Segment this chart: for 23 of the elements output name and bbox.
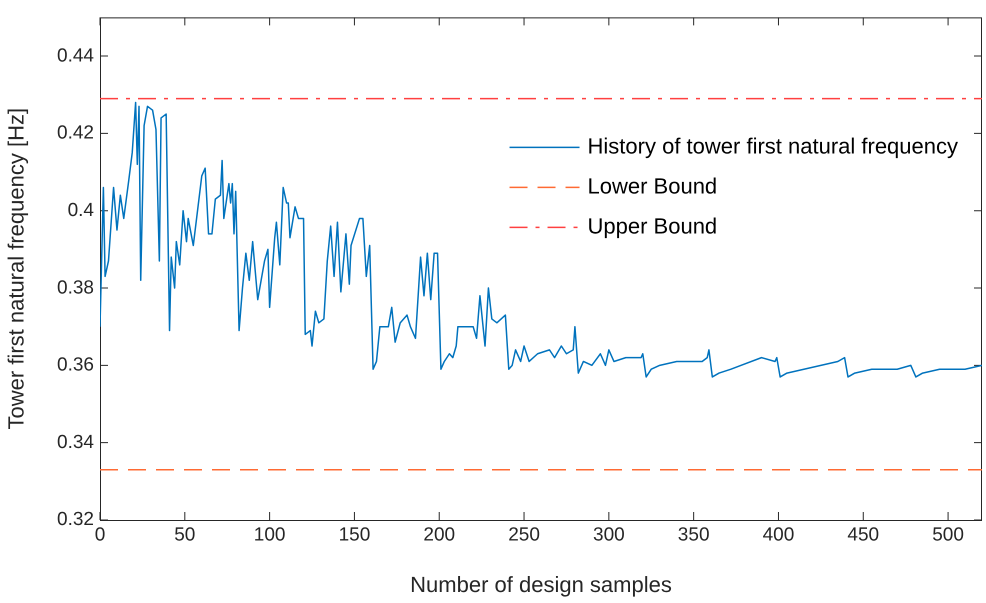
x-tick-label: 250 (508, 524, 540, 546)
x-tick-label: 400 (762, 524, 794, 546)
x-axis-title: Number of design samples (410, 572, 672, 597)
y-tick-label: 0.32 (57, 509, 94, 530)
legend-label: History of tower first natural frequency (588, 133, 958, 158)
x-tick-label: 0 (94, 524, 106, 546)
x-tick-label: 50 (174, 524, 196, 546)
y-tick-label: 0.34 (57, 432, 94, 453)
y-tick-label: 0.42 (57, 122, 94, 144)
x-tick-label: 200 (423, 524, 456, 546)
y-tick-label: 0.4 (68, 200, 94, 221)
x-tick-label: 150 (338, 524, 370, 546)
y-tick-label: 0.38 (57, 277, 94, 298)
x-tick-label: 500 (932, 524, 964, 546)
y-axis-title: Tower first natural frequency [Hz] (3, 108, 28, 430)
y-tick-label: 0.36 (57, 354, 94, 376)
y-tick-label: 0.44 (57, 45, 94, 66)
x-tick-label: 300 (592, 524, 625, 546)
legend-label: Upper Bound (588, 213, 718, 238)
x-tick-label: 100 (254, 524, 286, 546)
x-tick-label: 450 (847, 524, 880, 546)
x-tick-label: 350 (678, 524, 710, 546)
legend-label: Lower Bound (588, 173, 718, 198)
